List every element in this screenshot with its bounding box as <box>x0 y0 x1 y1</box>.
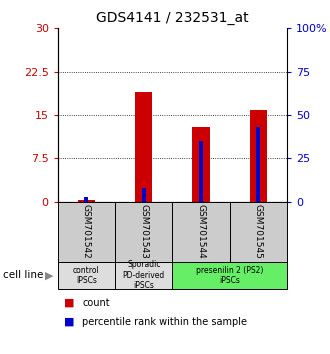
Title: GDS4141 / 232531_at: GDS4141 / 232531_at <box>96 11 249 24</box>
Text: GSM701542: GSM701542 <box>82 205 91 259</box>
Text: presenilin 2 (PS2)
iPSCs: presenilin 2 (PS2) iPSCs <box>196 266 263 285</box>
Bar <box>84 196 88 202</box>
Bar <box>142 188 146 202</box>
Text: percentile rank within the sample: percentile rank within the sample <box>82 317 248 327</box>
Bar <box>58 262 115 289</box>
Bar <box>192 127 210 202</box>
Bar <box>115 262 173 289</box>
Bar <box>173 262 287 289</box>
Text: count: count <box>82 298 110 308</box>
Bar <box>230 202 287 262</box>
Bar <box>256 127 260 202</box>
Bar <box>199 141 203 202</box>
Text: GSM701544: GSM701544 <box>197 205 206 259</box>
Text: GSM701545: GSM701545 <box>254 204 263 259</box>
Text: GSM701543: GSM701543 <box>139 204 148 259</box>
Bar <box>173 202 230 262</box>
Bar <box>115 202 173 262</box>
Text: Sporadic
PD-derived
iPSCs: Sporadic PD-derived iPSCs <box>123 260 165 290</box>
Text: cell line: cell line <box>3 270 44 280</box>
Text: control
IPSCs: control IPSCs <box>73 266 100 285</box>
Text: ■: ■ <box>64 317 75 327</box>
Bar <box>250 110 267 202</box>
Bar <box>58 202 115 262</box>
Bar <box>135 92 152 202</box>
Text: ■: ■ <box>64 298 75 308</box>
Text: ▶: ▶ <box>45 270 53 280</box>
Bar <box>78 200 95 202</box>
